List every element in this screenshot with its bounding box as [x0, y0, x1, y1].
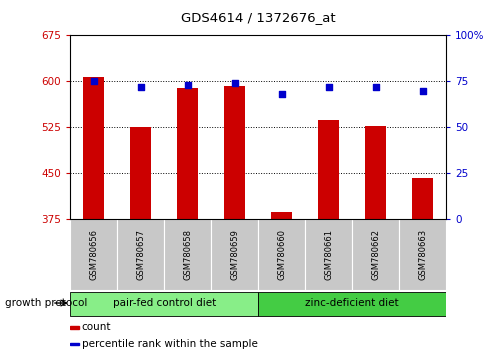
Text: GSM780662: GSM780662	[370, 229, 379, 280]
Bar	[364, 126, 385, 219]
Bar	[83, 77, 104, 219]
Bar	[70, 326, 78, 329]
Point	[230, 80, 238, 86]
Point	[277, 91, 285, 97]
Bar	[257, 219, 304, 290]
Text: GSM780658: GSM780658	[183, 229, 192, 280]
Bar	[304, 219, 351, 290]
Bar	[271, 212, 292, 219]
Text: GSM780660: GSM780660	[277, 229, 286, 280]
Point	[183, 82, 191, 88]
Text: GSM780656: GSM780656	[89, 229, 98, 280]
Bar	[130, 127, 151, 219]
Bar	[70, 343, 78, 346]
Point	[418, 88, 426, 93]
Text: GSM780661: GSM780661	[324, 229, 333, 280]
Bar	[257, 292, 445, 315]
Text: zinc-deficient diet: zinc-deficient diet	[305, 298, 398, 308]
Text: growth protocol: growth protocol	[5, 298, 87, 308]
Text: pair-fed control diet: pair-fed control diet	[112, 298, 215, 308]
Point	[371, 84, 379, 90]
Bar	[164, 219, 211, 290]
Bar	[70, 219, 117, 290]
Bar	[70, 292, 257, 315]
Text: GSM780663: GSM780663	[417, 229, 426, 280]
Point	[136, 84, 144, 90]
Point	[324, 84, 332, 90]
Bar	[117, 219, 164, 290]
Bar	[177, 87, 198, 219]
Text: GDS4614 / 1372676_at: GDS4614 / 1372676_at	[181, 11, 335, 24]
Text: GSM780657: GSM780657	[136, 229, 145, 280]
Bar	[411, 178, 432, 219]
Bar	[211, 219, 257, 290]
Bar	[351, 219, 398, 290]
Bar	[398, 219, 445, 290]
Bar	[318, 120, 339, 219]
Text: count: count	[81, 322, 111, 332]
Text: percentile rank within the sample: percentile rank within the sample	[81, 339, 257, 349]
Bar	[224, 86, 245, 219]
Point	[90, 79, 97, 84]
Text: GSM780659: GSM780659	[230, 229, 239, 280]
